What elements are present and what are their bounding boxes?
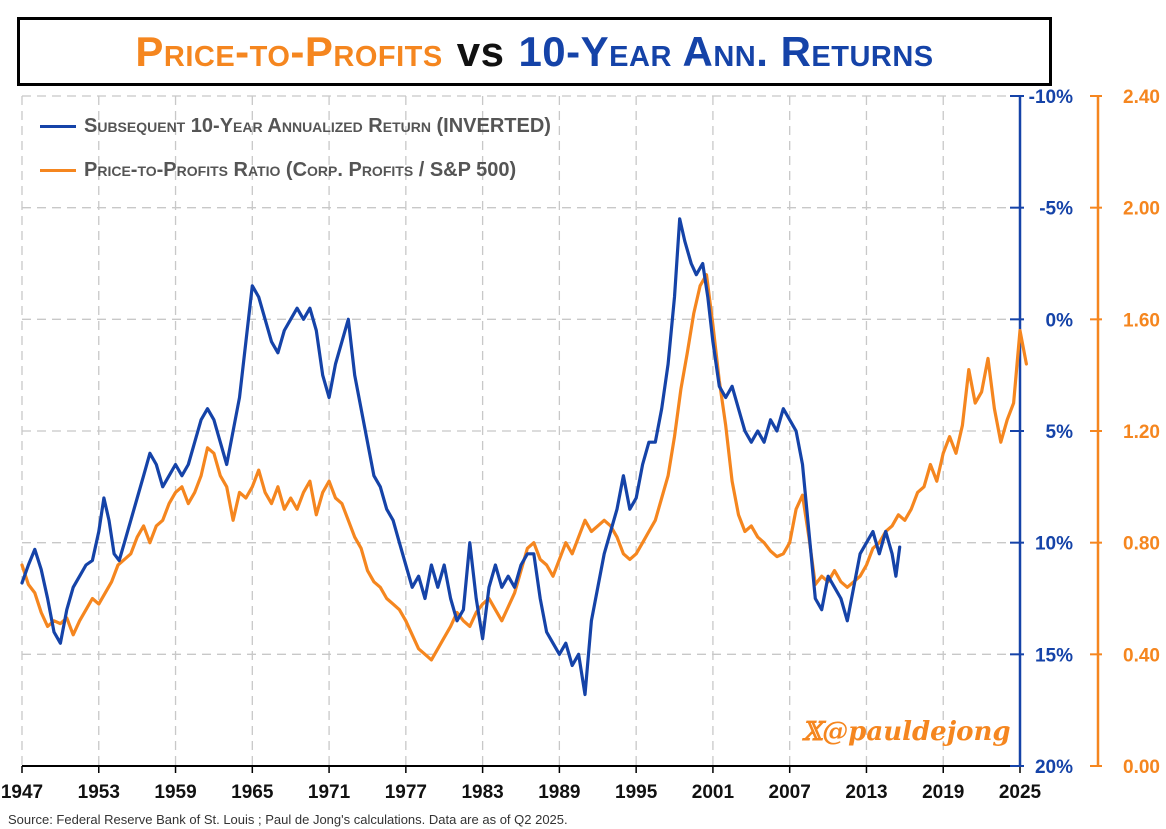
author-watermark: 𝕏@pauldejong [802, 717, 1011, 747]
title-part-vs: vs [456, 27, 505, 75]
tick-labels: 1947 1953 1959 1965 1971 1977 1983 1989 1995 2001… [1, 87, 1160, 803]
x-tick-label-2001: 2001 [692, 782, 735, 803]
series [20, 217, 1028, 697]
x-tick-label-2019: 2019 [922, 782, 964, 803]
legend-swatch-blue [40, 124, 76, 128]
left-axis-label-2: 0% [1046, 310, 1074, 331]
x-tick-label-1965: 1965 [231, 782, 274, 803]
right-axis-label-6: 0.00 [1123, 757, 1160, 778]
x-tick-label-2025: 2025 [999, 782, 1042, 803]
x-tick-label-2007: 2007 [769, 782, 811, 803]
gridlines [21, 95, 1021, 767]
x-tick-label-1947: 1947 [1, 782, 43, 803]
left-axis-label-6: 20% [1035, 757, 1073, 778]
left-axis-label-1: -5% [1039, 199, 1073, 220]
axes [21, 95, 1102, 773]
chart-title: Price-to-Profits vs 10-Year Ann. Returns [17, 17, 1052, 86]
x-tick-label-1977: 1977 [385, 782, 427, 803]
x-tick-label-1953: 1953 [78, 782, 120, 803]
source-note: Source: Federal Reserve Bank of St. Loui… [8, 812, 568, 827]
legend: Subsequent 10-Year Annualized Return (IN… [40, 104, 551, 192]
right-axis-label-1: 2.00 [1123, 199, 1160, 220]
title-part-price-to-profits: Price-to-Profits [135, 27, 443, 75]
legend-item-blue: Subsequent 10-Year Annualized Return (IN… [40, 104, 551, 148]
right-axis-label-0: 2.40 [1123, 87, 1160, 108]
x-tick-label-1983: 1983 [461, 782, 503, 803]
right-axis-label-5: 0.40 [1123, 645, 1160, 666]
right-axis-label-2: 1.60 [1123, 310, 1160, 331]
series-line-returns-inverted [20, 217, 902, 697]
left-axis-label-0: -10% [1029, 87, 1073, 108]
title-part-returns: 10-Year Ann. Returns [518, 27, 934, 75]
right-axis-label-3: 1.20 [1123, 422, 1160, 443]
x-tick-label-1989: 1989 [538, 782, 580, 803]
legend-label-orange: Price-to-Profits Ratio (Corp. Profits / … [84, 158, 517, 181]
left-axis-label-5: 15% [1035, 645, 1073, 666]
legend-swatch-orange [40, 168, 76, 172]
left-axis-label-4: 10% [1035, 534, 1073, 555]
legend-label-blue: Subsequent 10-Year Annualized Return (IN… [84, 114, 551, 137]
x-tick-label-1995: 1995 [615, 782, 658, 803]
right-axis-label-4: 0.80 [1123, 534, 1160, 555]
x-tick-label-1959: 1959 [154, 782, 196, 803]
legend-item-orange: Price-to-Profits Ratio (Corp. Profits / … [40, 148, 551, 192]
left-axis-label-3: 5% [1046, 422, 1074, 443]
x-tick-label-1971: 1971 [308, 782, 351, 803]
x-tick-label-2013: 2013 [845, 782, 887, 803]
